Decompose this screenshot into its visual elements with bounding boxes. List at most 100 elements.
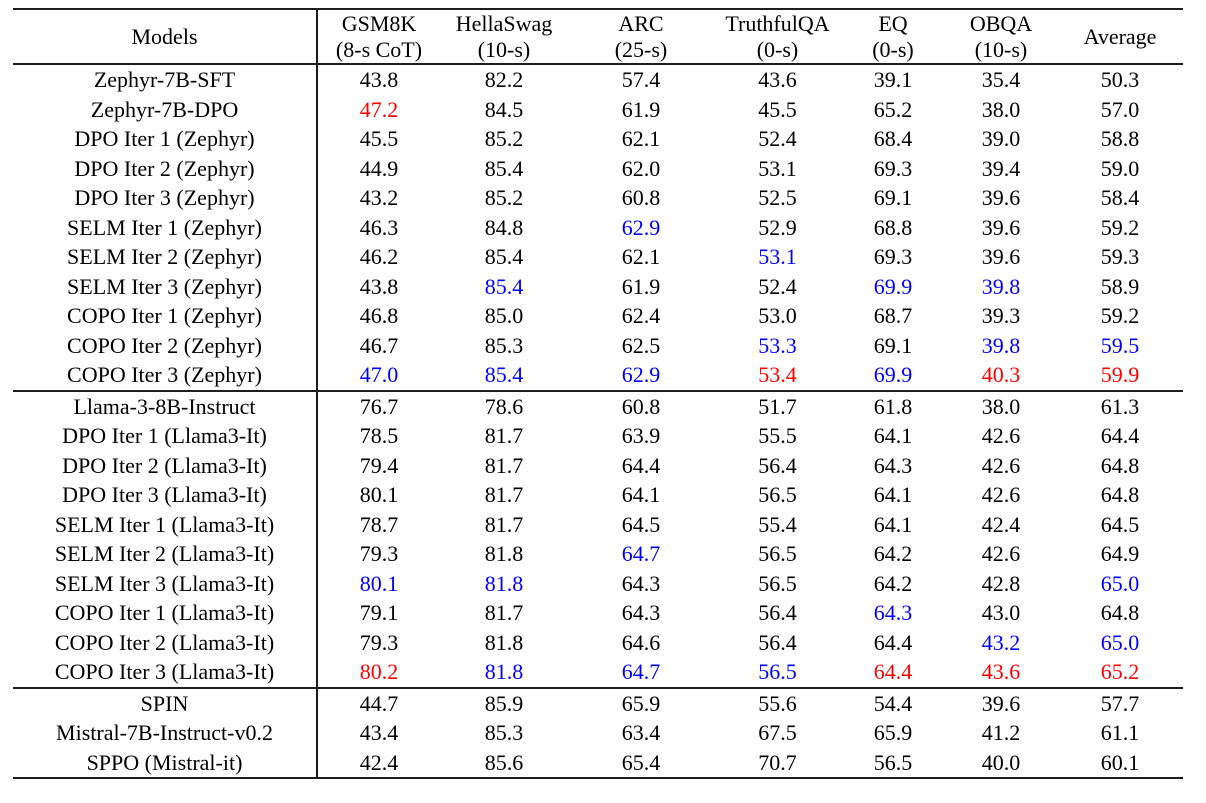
model-name-cell: COPO Iter 3 (Zephyr)	[13, 360, 318, 391]
score-cell: 35.4	[981, 67, 1021, 92]
score-cell: 46.3	[359, 214, 399, 240]
score-cell: 62.0	[621, 155, 661, 181]
score-cell: 81.7	[484, 482, 524, 507]
score-cell: 50.3	[1100, 67, 1140, 92]
score-cell: 63.9	[621, 423, 661, 448]
score-cell: 53.3	[758, 332, 797, 358]
score-cell: 64.8	[1100, 482, 1140, 507]
header-row: Models GSM8K (8-s CoT) HellaSwag (10-s)	[13, 9, 1183, 65]
score-cell: 44.7	[317, 686, 440, 718]
table-row: DPO Iter 3 (Zephyr) 43.2 85.2 60.8 52.5 …	[13, 183, 1183, 213]
score-cell: 64.4	[873, 629, 913, 655]
score-cell: 39.8	[981, 273, 1021, 299]
score-cell: 64.3	[621, 570, 661, 596]
score-cell: 39.6	[981, 244, 1021, 269]
score-cell: 43.8	[359, 273, 399, 299]
score-cell: 69.9	[873, 362, 913, 387]
score-cell: 56.5	[873, 749, 913, 775]
score-cell: 45.5	[359, 126, 399, 151]
table-row: COPO Iter 2 (Llama3-It) 79.3 81.8 64.6 5…	[13, 627, 1183, 657]
score-cell: 58.4	[1100, 185, 1140, 210]
score-cell: 43.6	[758, 67, 797, 92]
score-cell: 64.4	[1100, 423, 1140, 448]
score-cell: 85.4	[484, 362, 524, 387]
model-name-cell: DPO Iter 1 (Llama3-It)	[13, 421, 318, 451]
score-cell: 64.7	[621, 659, 661, 684]
col-header-eq-sublabel: (0-s)	[872, 36, 914, 62]
score-cell: 61.1	[1100, 720, 1140, 745]
score-cell: 47.0	[359, 362, 399, 387]
score-cell: 61.3	[1057, 389, 1183, 421]
score-cell: 81.7	[484, 511, 524, 537]
score-cell: 64.2	[873, 570, 913, 596]
col-header-gsm8k-sublabel: (8-s CoT)	[335, 36, 423, 62]
score-cell: 39.3	[981, 303, 1021, 328]
score-cell: 65.2	[873, 96, 913, 122]
score-cell: 85.4	[484, 273, 524, 299]
model-name-cell: Llama-3-8B-Instruct	[13, 389, 318, 421]
score-cell: 68.8	[873, 214, 913, 240]
score-cell: 39.6	[981, 185, 1021, 210]
score-cell: 65.2	[1100, 659, 1140, 684]
col-header-arc-sublabel: (25-s)	[614, 36, 668, 62]
score-cell: 39.6	[981, 214, 1021, 240]
score-cell: 80.1	[359, 570, 399, 596]
score-cell: 54.4	[841, 686, 945, 718]
score-cell: 55.5	[758, 423, 797, 448]
model-name-cell: SELM Iter 1 (Llama3-It)	[13, 509, 318, 539]
score-cell: 40.0	[981, 749, 1021, 775]
score-cell: 62.5	[621, 332, 661, 358]
score-cell: 84.8	[484, 214, 524, 240]
model-name-cell: COPO Iter 2 (Zephyr)	[13, 330, 318, 360]
score-cell: 38.0	[981, 96, 1021, 122]
score-cell: 61.8	[841, 389, 945, 421]
score-cell: 44.9	[359, 155, 399, 181]
score-cell: 52.4	[758, 126, 797, 151]
score-cell: 60.1	[1100, 749, 1140, 775]
score-cell: 43.2	[981, 629, 1021, 655]
table-row: DPO Iter 1 (Llama3-It) 78.5 81.7 63.9 55…	[13, 421, 1183, 451]
score-cell: 81.8	[484, 659, 524, 684]
score-cell: 69.3	[873, 155, 913, 181]
score-cell: 56.5	[758, 659, 797, 684]
table-row: Llama-3-8B-Instruct 76.7 78.6 60.8 51.7 …	[13, 389, 1183, 421]
col-header-truthfulqa-label: TruthfulQA	[725, 10, 830, 36]
score-cell: 85.3	[484, 332, 524, 358]
col-header-models-label: Models	[131, 23, 198, 49]
score-cell: 39.6	[945, 686, 1057, 718]
score-cell: 85.4	[484, 244, 524, 269]
score-cell: 85.0	[484, 303, 524, 328]
model-name-cell: COPO Iter 3 (Llama3-It)	[13, 657, 318, 688]
score-cell: 56.4	[758, 452, 797, 478]
score-cell: 64.1	[621, 482, 661, 507]
score-cell: 65.9	[873, 720, 913, 745]
score-cell: 39.4	[981, 155, 1021, 181]
table-row: Zephyr-7B-SFT 43.8 82.2 57.4 43.6 39.1 3…	[13, 64, 1183, 95]
score-cell: 59.5	[1100, 332, 1140, 358]
score-cell: 64.4	[873, 659, 913, 684]
score-cell: 59.2	[1100, 303, 1140, 328]
score-cell: 79.1	[359, 600, 399, 625]
table-row: COPO Iter 1 (Llama3-It) 79.1 81.7 64.3 5…	[13, 598, 1183, 628]
score-cell: 46.7	[359, 332, 399, 358]
table-row: SPIN 44.7 85.9 65.9 55.6 54.4 39.6 57.7	[13, 686, 1183, 718]
score-cell: 81.7	[484, 600, 524, 625]
col-header-gsm8k: GSM8K (8-s CoT)	[317, 9, 440, 65]
score-cell: 67.5	[758, 720, 797, 745]
score-cell: 52.5	[758, 185, 797, 210]
score-cell: 59.0	[1100, 155, 1140, 181]
score-cell: 42.6	[981, 423, 1021, 448]
score-cell: 43.6	[981, 659, 1021, 684]
col-header-average: Average	[1057, 9, 1183, 65]
model-name-cell: Zephyr-7B-SFT	[13, 64, 318, 95]
score-cell: 69.9	[873, 273, 913, 299]
score-cell: 79.4	[359, 452, 399, 478]
table-row: SELM Iter 1 (Llama3-It) 78.7 81.7 64.5 5…	[13, 509, 1183, 539]
table-row: SELM Iter 3 (Zephyr) 43.8 85.4 61.9 52.4…	[13, 271, 1183, 301]
table-row: SELM Iter 2 (Llama3-It) 79.3 81.8 64.7 5…	[13, 539, 1183, 569]
score-cell: 42.6	[981, 482, 1021, 507]
score-cell: 65.9	[568, 686, 714, 718]
col-header-arc: ARC (25-s)	[568, 9, 714, 65]
score-cell: 85.6	[484, 749, 524, 775]
score-cell: 42.8	[981, 570, 1021, 596]
